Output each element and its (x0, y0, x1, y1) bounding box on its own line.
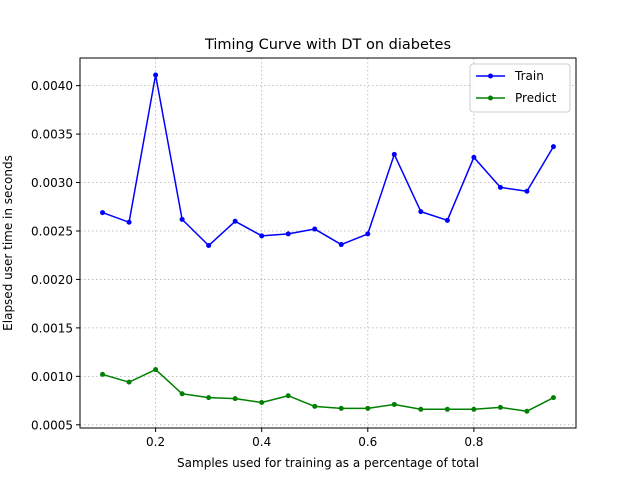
legend: Train Predict (469, 63, 571, 113)
data-point-predict (391, 401, 397, 407)
legend-marker-train (488, 73, 493, 79)
grid-lines (80, 58, 576, 428)
series-line-predict (102, 368, 554, 412)
data-point-predict (153, 367, 159, 373)
legend-label-predict: Predict (515, 91, 557, 105)
data-point-train (338, 242, 344, 248)
x-tick-label: 0.4 (252, 435, 271, 449)
x-axis-label: Samples used for training as a percentag… (177, 456, 479, 470)
data-point-train (497, 184, 503, 190)
data-point-predict (418, 406, 424, 412)
data-point-train (312, 226, 318, 232)
y-tick-label: 0.0005 (31, 418, 73, 432)
data-point-train (179, 216, 185, 222)
tick-marks: 0.2 0.4 0.6 0.8 0.0005 0.0010 0.0015 0.0020 0.00… (31, 79, 483, 449)
chart-title: Timing Curve with DT on diabetes (204, 37, 451, 53)
data-point-predict (285, 393, 291, 399)
data-point-predict (338, 405, 344, 411)
data-point-predict (550, 395, 556, 401)
legend-marker-predict (488, 95, 493, 101)
data-point-train (391, 151, 397, 157)
data-point-predict (259, 400, 265, 406)
data-point-predict (206, 395, 212, 401)
data-point-predict (497, 404, 503, 410)
x-tick-label: 0.8 (464, 435, 483, 449)
data-point-train (550, 144, 556, 150)
data-point-train (232, 218, 238, 224)
y-tick-label: 0.0015 (31, 321, 73, 335)
y-tick-label: 0.0040 (31, 79, 73, 93)
legend-label-train: Train (514, 69, 544, 83)
data-point-train (285, 231, 291, 237)
y-tick-label: 0.0030 (31, 176, 73, 190)
axes-frame (79, 57, 577, 429)
data-point-predict (524, 408, 530, 414)
data-point-predict (126, 379, 132, 385)
data-point-predict (365, 405, 371, 411)
x-tick-label: 0.2 (146, 435, 165, 449)
data-point-predict (471, 406, 477, 412)
data-point-predict (179, 391, 185, 397)
data-point-train (100, 210, 106, 216)
data-point-predict (232, 396, 238, 402)
plot-series (100, 72, 556, 414)
data-point-train (126, 219, 132, 225)
data-point-train (206, 243, 212, 249)
y-tick-label: 0.0025 (31, 224, 73, 238)
data-point-predict (312, 403, 318, 409)
y-axis-label: Elapsed user time in seconds (1, 155, 15, 331)
y-tick-label: 0.0020 (31, 273, 73, 287)
data-point-train (418, 209, 424, 215)
series-line-train (102, 74, 555, 247)
data-point-train (365, 231, 371, 237)
data-point-train (153, 72, 159, 78)
y-tick-label: 0.0035 (31, 128, 73, 142)
data-point-train (524, 188, 530, 194)
data-point-predict (100, 371, 106, 377)
data-point-train (471, 154, 477, 160)
data-point-train (444, 217, 450, 223)
x-tick-label: 0.6 (358, 435, 377, 449)
data-point-train (259, 233, 265, 239)
y-tick-label: 0.0010 (31, 370, 73, 384)
data-point-predict (444, 406, 450, 412)
